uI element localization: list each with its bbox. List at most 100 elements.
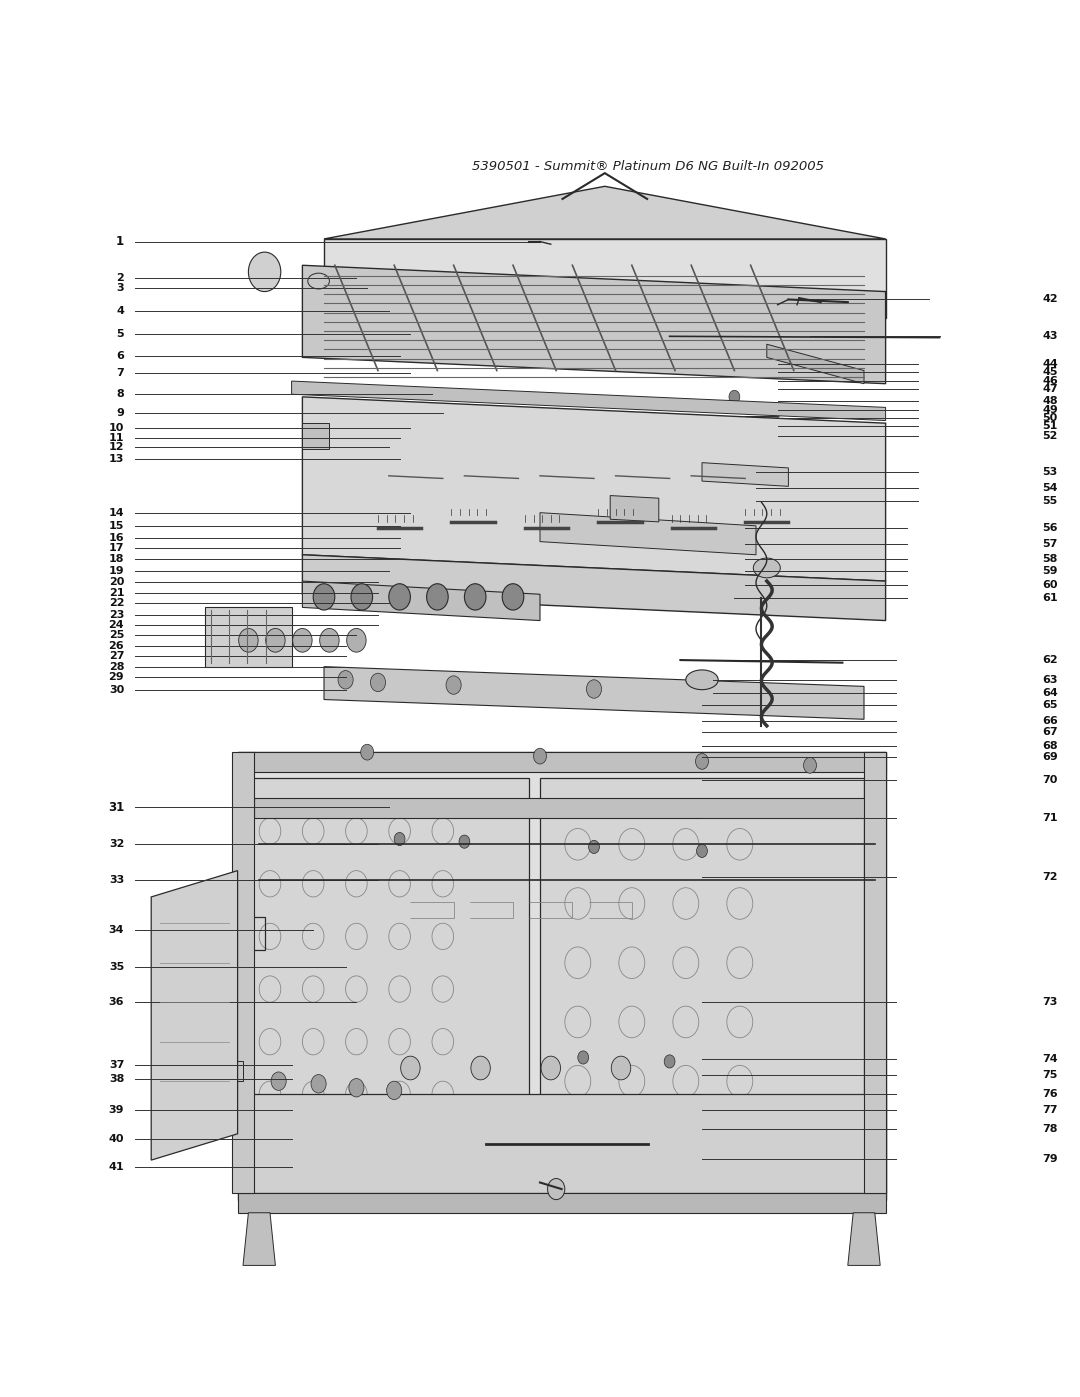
Circle shape	[464, 584, 486, 610]
Text: 72: 72	[1042, 872, 1057, 882]
Polygon shape	[173, 1062, 243, 1081]
Text: 21: 21	[109, 588, 124, 598]
Circle shape	[534, 749, 546, 764]
Text: 77: 77	[1042, 1105, 1057, 1115]
Text: 2: 2	[117, 274, 124, 284]
Text: 44: 44	[1042, 359, 1058, 369]
Circle shape	[772, 404, 783, 416]
Text: 20: 20	[109, 577, 124, 587]
Ellipse shape	[754, 557, 780, 578]
Text: 41: 41	[109, 1162, 124, 1172]
Polygon shape	[324, 666, 864, 719]
Text: 9: 9	[117, 408, 124, 418]
Circle shape	[311, 1074, 326, 1092]
Text: 12: 12	[109, 441, 124, 451]
Circle shape	[349, 1078, 364, 1097]
Text: 65: 65	[1042, 700, 1057, 710]
Text: 13: 13	[109, 454, 124, 464]
Circle shape	[589, 841, 599, 854]
Polygon shape	[610, 496, 659, 522]
Text: 24: 24	[109, 619, 124, 630]
Text: 59: 59	[1042, 566, 1057, 576]
Text: 48: 48	[1042, 395, 1057, 405]
Polygon shape	[767, 344, 864, 384]
Circle shape	[696, 753, 708, 770]
Text: 35: 35	[109, 961, 124, 972]
Text: 63: 63	[1042, 675, 1057, 685]
Polygon shape	[540, 778, 864, 1160]
Circle shape	[313, 584, 335, 610]
Text: 67: 67	[1042, 728, 1057, 738]
Circle shape	[471, 1056, 490, 1080]
Text: 14: 14	[109, 507, 124, 518]
Text: 56: 56	[1042, 524, 1057, 534]
Text: 31: 31	[108, 800, 124, 814]
Text: 47: 47	[1042, 384, 1057, 394]
Text: 68: 68	[1042, 740, 1057, 750]
Circle shape	[320, 629, 339, 652]
Polygon shape	[540, 513, 756, 555]
Polygon shape	[302, 397, 886, 581]
Text: 22: 22	[109, 598, 124, 609]
Polygon shape	[243, 1213, 275, 1266]
Circle shape	[611, 1056, 631, 1080]
Text: 79: 79	[1042, 1154, 1057, 1164]
Text: 60: 60	[1042, 580, 1057, 590]
Text: 51: 51	[1042, 420, 1057, 430]
Text: 36: 36	[109, 997, 124, 1007]
Text: 28: 28	[109, 662, 124, 672]
Polygon shape	[302, 581, 540, 620]
Polygon shape	[292, 381, 886, 420]
Circle shape	[370, 673, 386, 692]
Polygon shape	[232, 752, 254, 1193]
Text: 74: 74	[1042, 1053, 1057, 1063]
Circle shape	[387, 1081, 402, 1099]
Text: 30: 30	[109, 686, 124, 696]
Text: 32: 32	[109, 840, 124, 849]
Polygon shape	[151, 870, 238, 1160]
Text: 73: 73	[1042, 997, 1057, 1007]
Circle shape	[347, 629, 366, 652]
Text: 54: 54	[1042, 482, 1057, 493]
Circle shape	[389, 584, 410, 610]
Text: 50: 50	[1042, 414, 1057, 423]
Circle shape	[697, 844, 707, 858]
Text: 29: 29	[109, 672, 124, 682]
Circle shape	[548, 1179, 565, 1200]
Ellipse shape	[308, 274, 329, 289]
Text: 57: 57	[1042, 539, 1057, 549]
Text: 18: 18	[109, 553, 124, 564]
Text: 55: 55	[1042, 496, 1057, 506]
Polygon shape	[308, 904, 346, 936]
Text: 26: 26	[109, 641, 124, 651]
Text: 66: 66	[1042, 715, 1058, 725]
Text: 43: 43	[1042, 331, 1057, 341]
Text: 58: 58	[1042, 553, 1057, 564]
Text: 39: 39	[109, 1105, 124, 1115]
Text: 4: 4	[117, 306, 124, 316]
Text: 46: 46	[1042, 376, 1058, 386]
Text: 64: 64	[1042, 687, 1058, 698]
Circle shape	[459, 835, 470, 848]
Text: 16: 16	[109, 532, 124, 542]
Text: 6: 6	[117, 351, 124, 360]
Circle shape	[351, 584, 373, 610]
Text: 45: 45	[1042, 367, 1057, 377]
Text: 7: 7	[117, 369, 124, 379]
Text: 38: 38	[109, 1073, 124, 1084]
Text: 10: 10	[109, 423, 124, 433]
Circle shape	[338, 671, 353, 689]
Polygon shape	[238, 1094, 886, 1193]
Text: EXPLODED VIEW -  PLATINUM D6: EXPLODED VIEW - PLATINUM D6	[228, 27, 787, 54]
Circle shape	[446, 676, 461, 694]
Polygon shape	[324, 239, 886, 319]
Text: 75: 75	[1042, 1070, 1057, 1080]
Text: 71: 71	[1042, 813, 1057, 823]
Polygon shape	[441, 416, 495, 450]
Text: 76: 76	[1042, 1090, 1057, 1099]
Circle shape	[664, 1055, 675, 1067]
Polygon shape	[734, 416, 788, 450]
Circle shape	[729, 390, 740, 404]
Text: 3: 3	[117, 282, 124, 292]
Text: 53: 53	[1042, 467, 1057, 476]
